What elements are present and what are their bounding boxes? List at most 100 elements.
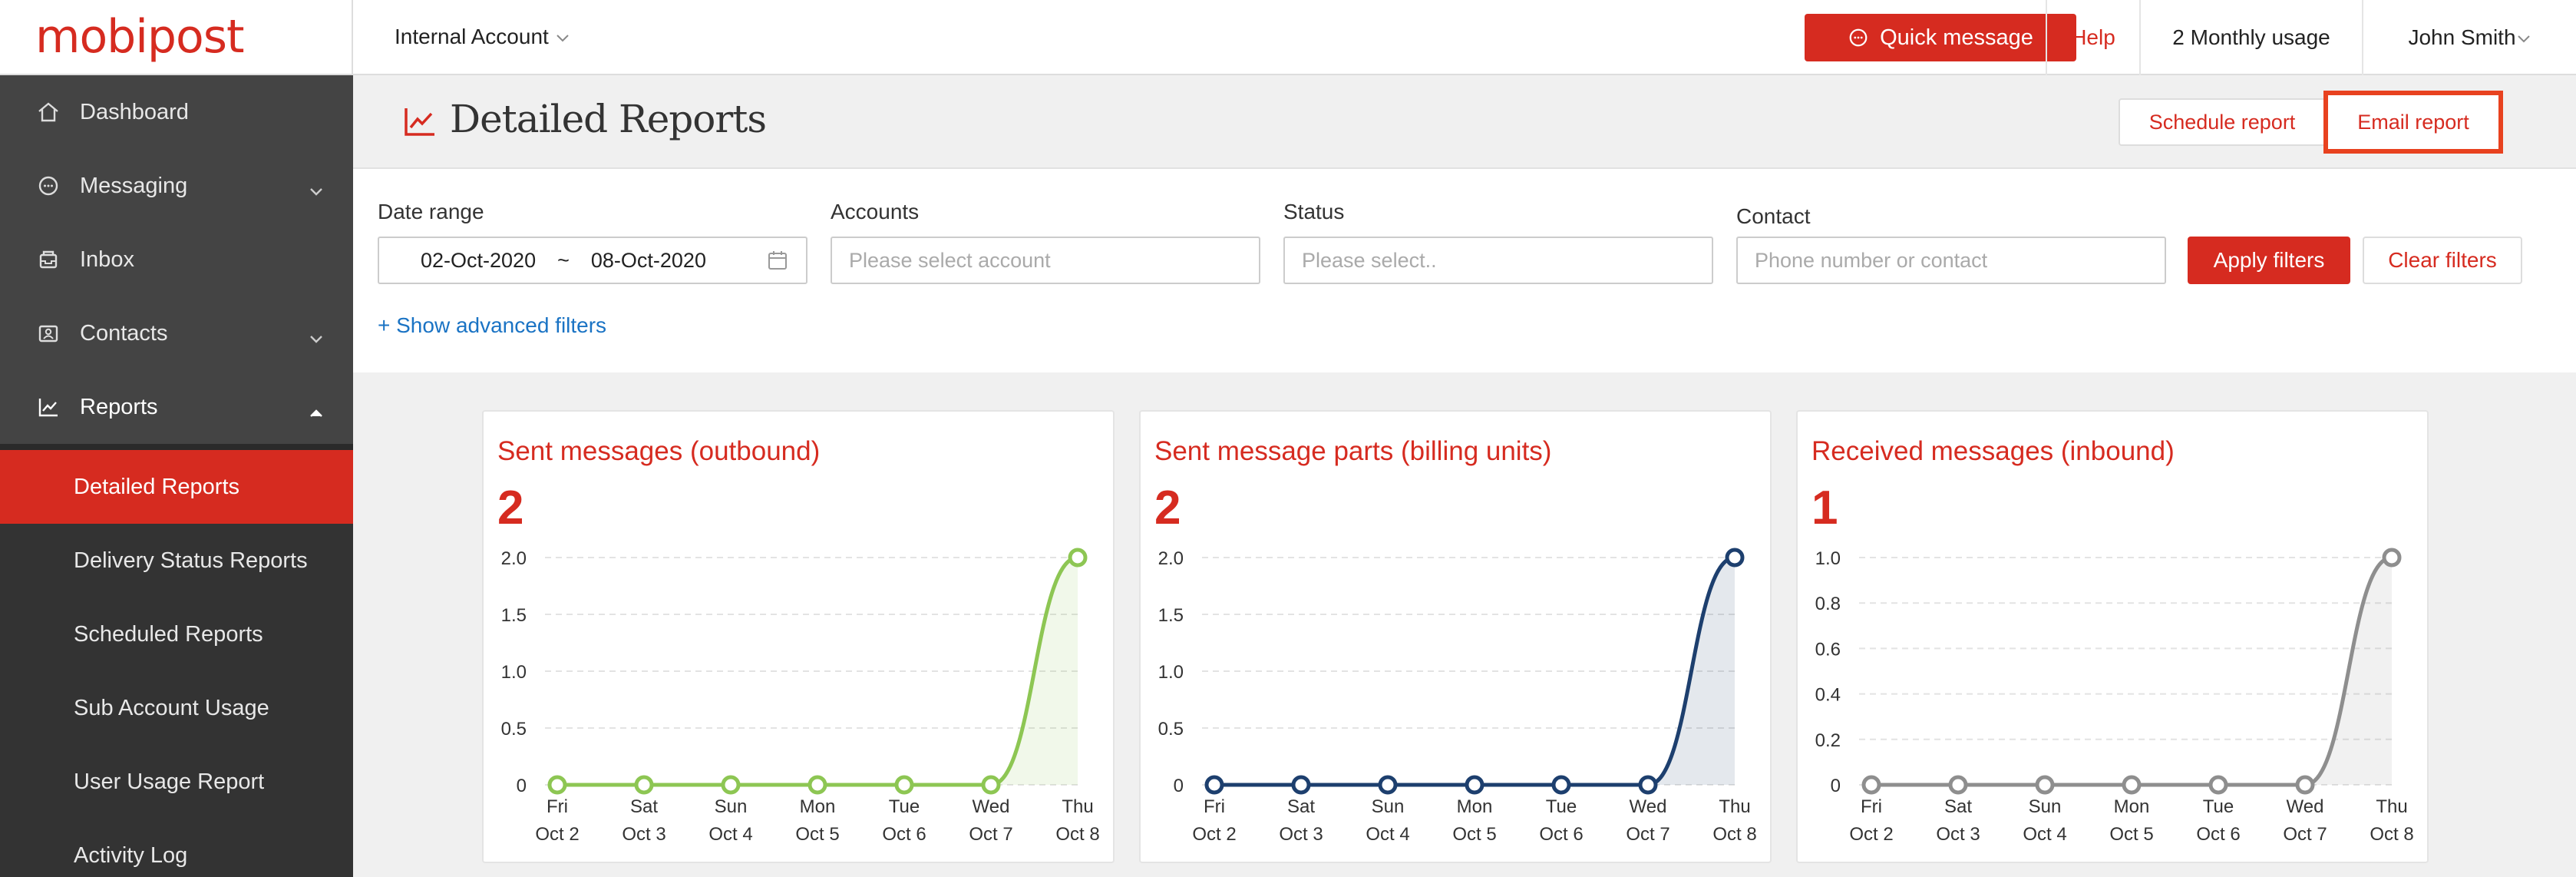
schedule-report-button[interactable]: Schedule report (2119, 98, 2326, 146)
chart-card-sent-message-parts: Sent message parts (billing units) 2 0 0.… (1139, 410, 1772, 863)
x-tick-label: Thu (2376, 796, 2407, 817)
chart-icon (404, 106, 436, 141)
sidebar-subitem-delivery-status-reports[interactable]: Delivery Status Reports (74, 548, 308, 573)
x-tick-label: Thu (1719, 796, 1750, 817)
y-tick-label: 2.0 (501, 548, 527, 569)
y-tick-label: 1.5 (501, 605, 527, 626)
y-tick-label: 0.6 (1815, 639, 1841, 660)
sidebar: mobipost Dashboard Messaging Inbox Conta… (0, 0, 353, 877)
chevron-down-icon (309, 326, 324, 351)
help-link[interactable]: Help (2046, 0, 2139, 75)
sidebar-subitem-detailed-reports[interactable]: Detailed Reports (0, 450, 353, 524)
y-tick-label: 1.0 (501, 662, 527, 683)
data-point (1725, 548, 1745, 568)
chat-icon (35, 173, 61, 199)
chart-total: 1 (1811, 482, 1838, 534)
accounts-select[interactable]: Please select account (831, 237, 1260, 284)
x-tick-label: Sun (2029, 796, 2062, 817)
data-point (1551, 775, 1571, 795)
x-tick-label: Tue (889, 796, 920, 817)
contact-label: Contact (1736, 204, 1811, 228)
x-tick-label: Oct 5 (2109, 824, 2153, 845)
contact-input[interactable]: Phone number or contact (1736, 237, 2166, 284)
y-tick-label: 2.0 (1158, 548, 1184, 569)
sidebar-subitem-user-usage-report[interactable]: User Usage Report (74, 769, 265, 794)
date-separator: ~ (557, 248, 570, 272)
chart-icon (35, 394, 61, 420)
chevron-down-icon (2516, 25, 2531, 50)
sidebar-item-label: Reports (80, 394, 158, 419)
sidebar-item-inbox[interactable]: Inbox (0, 223, 353, 296)
status-select[interactable]: Please select.. (1283, 237, 1713, 284)
quick-message-button[interactable]: Quick message (1805, 14, 2076, 61)
user-name: John Smith (2408, 25, 2516, 49)
x-tick-label: Oct 7 (2283, 824, 2327, 845)
sidebar-item-dashboard[interactable]: Dashboard (0, 75, 353, 149)
x-tick-label: Mon (2114, 796, 2150, 817)
chart-total: 2 (497, 482, 524, 534)
chart-title: Sent messages (outbound) (497, 436, 821, 466)
chart-total: 2 (1154, 482, 1181, 534)
x-tick-label: Oct 5 (795, 824, 839, 845)
x-tick-label: Oct 8 (1712, 824, 1756, 845)
email-report-button[interactable]: Email report (2323, 91, 2503, 154)
sidebar-subitem-sub-account-usage[interactable]: Sub Account Usage (74, 695, 269, 720)
date-range-picker[interactable]: 02-Oct-2020 ~ 08-Oct-2020 (378, 237, 807, 284)
filter-panel: Date range 02-Oct-2020 ~ 08-Oct-2020 Acc… (353, 169, 2576, 372)
x-tick-label: Wed (2287, 796, 2324, 817)
sidebar-subitem-scheduled-reports[interactable]: Scheduled Reports (74, 621, 263, 647)
quick-message-label: Quick message (1880, 25, 2033, 50)
date-range-label: Date range (378, 200, 484, 223)
data-point (2035, 775, 2055, 795)
x-tick-label: Oct 8 (2370, 824, 2413, 845)
account-selector-label: Internal Account (395, 25, 549, 48)
x-tick-label: Oct 2 (1849, 824, 1893, 845)
chart-card-sent-messages: Sent messages (outbound) 2 0 0.5 1.0 1.5 2.0… (482, 410, 1115, 863)
series-area (557, 558, 1078, 785)
chart-received-messages: 0 0.2 0.4 0.6 0.8 1.0 Fri Oct 2 Sat Oct 3 Sun Oct 4… (1815, 548, 2414, 845)
chart-card-received-messages: Received messages (inbound) 1 0 0.2 0.4 0.6… (1796, 410, 2429, 863)
sidebar-item-label: Inbox (80, 247, 134, 272)
x-tick-label: Mon (800, 796, 836, 817)
x-tick-label: Fri (1861, 796, 1882, 817)
account-selector[interactable]: Internal Account (395, 25, 570, 49)
clear-filters-button[interactable]: Clear filters (2363, 237, 2522, 284)
monthly-usage-link[interactable]: 2 Monthly usage (2139, 0, 2362, 75)
y-tick-label: 1.0 (1158, 662, 1184, 683)
chart-title: Sent message parts (billing units) (1154, 436, 1552, 466)
logo-area[interactable]: mobipost (0, 0, 353, 75)
home-icon (35, 99, 61, 125)
date-to: 08-Oct-2020 (590, 248, 706, 272)
data-point (2382, 548, 2402, 568)
show-advanced-filters-link[interactable]: + Show advanced filters (378, 313, 607, 337)
series-line (1214, 555, 1735, 787)
y-tick-label: 1.0 (1815, 548, 1841, 569)
x-tick-label: Sun (1372, 796, 1405, 817)
y-tick-label: 0.5 (501, 719, 527, 740)
x-tick-label: Tue (2203, 796, 2234, 817)
sidebar-item-reports[interactable]: Reports (0, 370, 353, 444)
chevron-up-icon (309, 399, 324, 425)
data-point (547, 775, 567, 795)
sidebar-item-contacts[interactable]: Contacts (0, 296, 353, 370)
x-tick-label: Oct 4 (708, 824, 752, 845)
data-point (2295, 775, 2315, 795)
data-point (2208, 775, 2228, 795)
x-tick-label: Oct 7 (969, 824, 1012, 845)
apply-filters-button[interactable]: Apply filters (2188, 237, 2350, 284)
sidebar-item-label: Contacts (80, 320, 168, 346)
y-tick-label: 0.5 (1158, 719, 1184, 740)
x-tick-label: Mon (1457, 796, 1493, 817)
x-tick-label: Oct 3 (1936, 824, 1980, 845)
data-point (1861, 775, 1881, 795)
sidebar-item-messaging[interactable]: Messaging (0, 149, 353, 223)
x-tick-label: Sun (715, 796, 748, 817)
user-menu[interactable]: John Smith (2362, 0, 2576, 75)
sidebar-item-label: Messaging (80, 173, 188, 198)
sidebar-subitem-activity-log[interactable]: Activity Log (74, 842, 188, 868)
series-area (1214, 558, 1735, 785)
y-tick-label: 0.4 (1815, 685, 1841, 706)
y-tick-label: 0.2 (1815, 730, 1841, 751)
series-area (1871, 558, 2392, 785)
data-point (1638, 775, 1658, 795)
